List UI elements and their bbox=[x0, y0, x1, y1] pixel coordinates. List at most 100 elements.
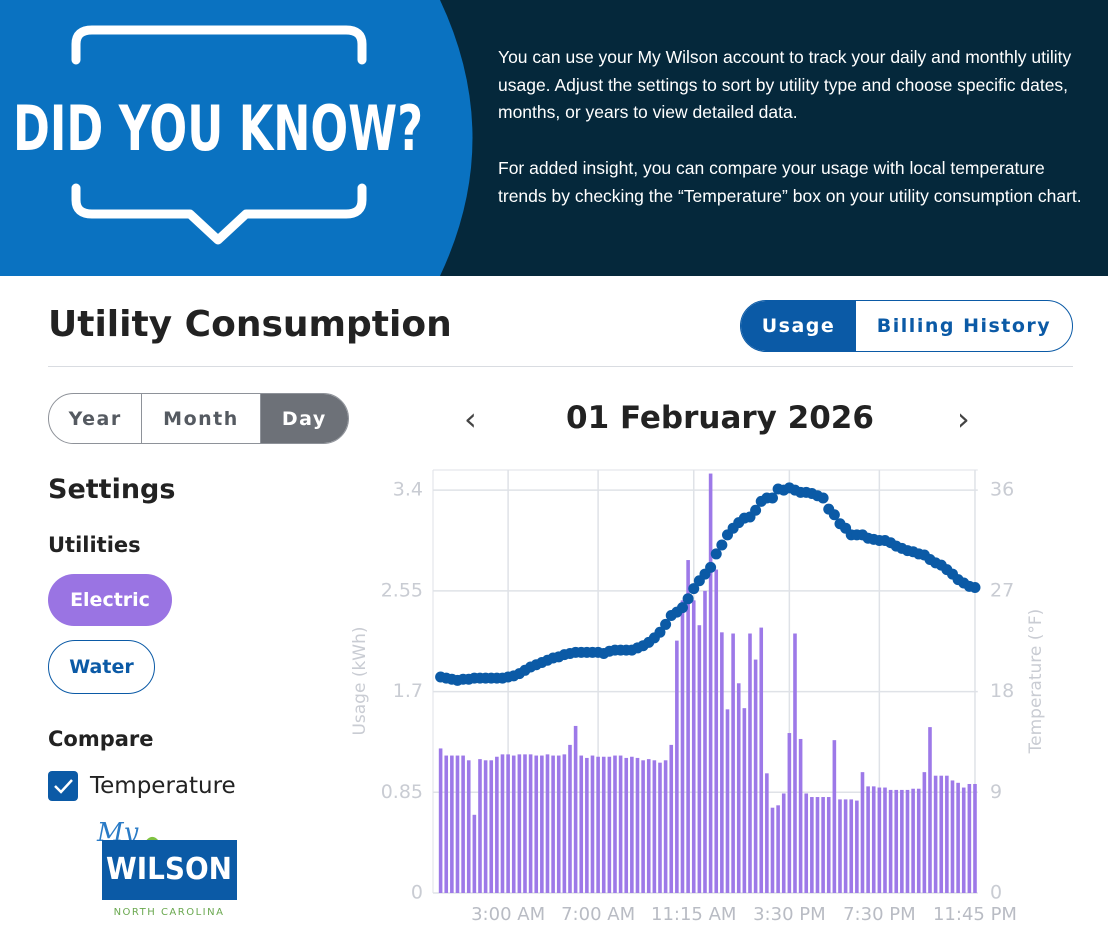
banner-paragraph: For added insight, you can compare your … bbox=[498, 158, 1082, 206]
y2-axis-title: Temperature (°F) bbox=[1026, 609, 1046, 755]
temperature-point bbox=[716, 539, 728, 551]
bar bbox=[483, 760, 488, 893]
bar bbox=[883, 787, 887, 893]
bar bbox=[894, 789, 899, 893]
bar bbox=[849, 799, 854, 893]
bar bbox=[466, 760, 471, 893]
temperature-point bbox=[705, 561, 717, 573]
y-axis-title: Usage (kWh) bbox=[350, 626, 370, 735]
bar bbox=[815, 797, 820, 893]
banner-paragraph: You can use your My Wilson account to tr… bbox=[498, 47, 1072, 122]
bar bbox=[765, 773, 769, 893]
bar bbox=[624, 757, 629, 893]
bar bbox=[736, 683, 741, 893]
tab-day[interactable]: Day bbox=[260, 394, 348, 443]
y2-tick-label: 9 bbox=[990, 781, 1002, 803]
bar bbox=[855, 800, 859, 893]
bar bbox=[517, 754, 522, 893]
bar bbox=[669, 744, 674, 893]
previous-date[interactable]: ‹ bbox=[464, 400, 477, 438]
water-button[interactable]: Water bbox=[48, 640, 155, 694]
tab-usage[interactable]: Usage bbox=[741, 301, 856, 351]
bar bbox=[461, 755, 465, 893]
settings-title: Settings bbox=[48, 474, 176, 505]
bubble-top bbox=[71, 25, 367, 65]
temperature-point bbox=[710, 548, 722, 560]
separator bbox=[48, 366, 1073, 367]
checkmark bbox=[54, 779, 73, 794]
banner: DID YOU KNOW? bbox=[0, 0, 1108, 276]
bar bbox=[556, 755, 561, 893]
bar bbox=[843, 799, 848, 893]
chart: Usage (kWh) Temperature (°F) 0 0.85 1.7 2.5… bbox=[350, 469, 1046, 925]
tab-month[interactable]: Month bbox=[142, 394, 261, 443]
bar bbox=[798, 738, 803, 893]
bar bbox=[613, 755, 617, 893]
bar bbox=[506, 754, 510, 893]
x-tick-label: 11:15 AM bbox=[651, 904, 736, 925]
electric-button[interactable]: Electric bbox=[48, 574, 172, 626]
x-tick-label: 3:00 AM bbox=[471, 904, 545, 925]
bar bbox=[523, 754, 527, 893]
bar bbox=[967, 783, 972, 893]
view-tabs: Usage Billing History bbox=[740, 300, 1073, 352]
bar bbox=[585, 757, 589, 893]
bar bbox=[776, 805, 780, 893]
bar bbox=[911, 788, 915, 893]
bar bbox=[568, 744, 572, 893]
utilities-label: Utilities bbox=[48, 533, 141, 557]
bar bbox=[720, 632, 724, 893]
bar bbox=[905, 789, 910, 893]
bar bbox=[900, 789, 904, 893]
tab-year[interactable]: Year bbox=[49, 394, 143, 443]
tab-billing-history[interactable]: Billing History bbox=[876, 315, 1052, 337]
bar bbox=[590, 755, 595, 893]
y-tick-label: 3.4 bbox=[393, 479, 423, 501]
temperature-point bbox=[676, 602, 688, 614]
bar bbox=[528, 754, 533, 893]
temperature-checkbox[interactable] bbox=[48, 771, 78, 801]
bar bbox=[725, 709, 730, 893]
bar bbox=[663, 760, 668, 893]
banner-heading: DID YOU KNOW? bbox=[13, 92, 423, 165]
y-tick-label: 1.7 bbox=[393, 680, 423, 702]
bar bbox=[697, 625, 702, 893]
bar bbox=[686, 560, 690, 893]
bar bbox=[810, 797, 814, 893]
bar bbox=[562, 754, 567, 893]
bar bbox=[495, 756, 499, 893]
bar bbox=[821, 797, 825, 893]
bar bbox=[804, 793, 809, 893]
bar bbox=[618, 755, 623, 893]
bar bbox=[939, 775, 944, 893]
bar bbox=[714, 569, 719, 893]
temperature-label[interactable]: Temperature bbox=[90, 773, 236, 799]
y2-tick-label: 27 bbox=[990, 579, 1014, 601]
logo-name: WILSON bbox=[106, 852, 232, 887]
y2-tick-label: 0 bbox=[990, 882, 1002, 904]
bar bbox=[444, 755, 449, 893]
bar bbox=[478, 759, 482, 893]
bar bbox=[748, 633, 752, 893]
bar bbox=[888, 789, 893, 893]
bubble-bottom bbox=[71, 183, 367, 245]
bar bbox=[866, 786, 870, 893]
bar bbox=[961, 787, 966, 893]
bar bbox=[450, 755, 454, 893]
bar bbox=[691, 600, 696, 893]
next-date[interactable]: › bbox=[957, 400, 970, 438]
bar bbox=[860, 772, 865, 893]
temperature-point bbox=[969, 582, 981, 593]
temperature-point bbox=[654, 626, 666, 638]
banner-blue-panel bbox=[0, 0, 473, 276]
date: 01 February 2026 bbox=[566, 400, 874, 436]
bar bbox=[551, 755, 555, 893]
bar bbox=[675, 640, 679, 893]
bar bbox=[945, 775, 949, 893]
bar bbox=[973, 783, 977, 893]
temperature-point bbox=[766, 492, 778, 504]
bar bbox=[455, 755, 460, 893]
bar bbox=[500, 754, 505, 893]
y-tick-label: 2.55 bbox=[381, 579, 423, 601]
